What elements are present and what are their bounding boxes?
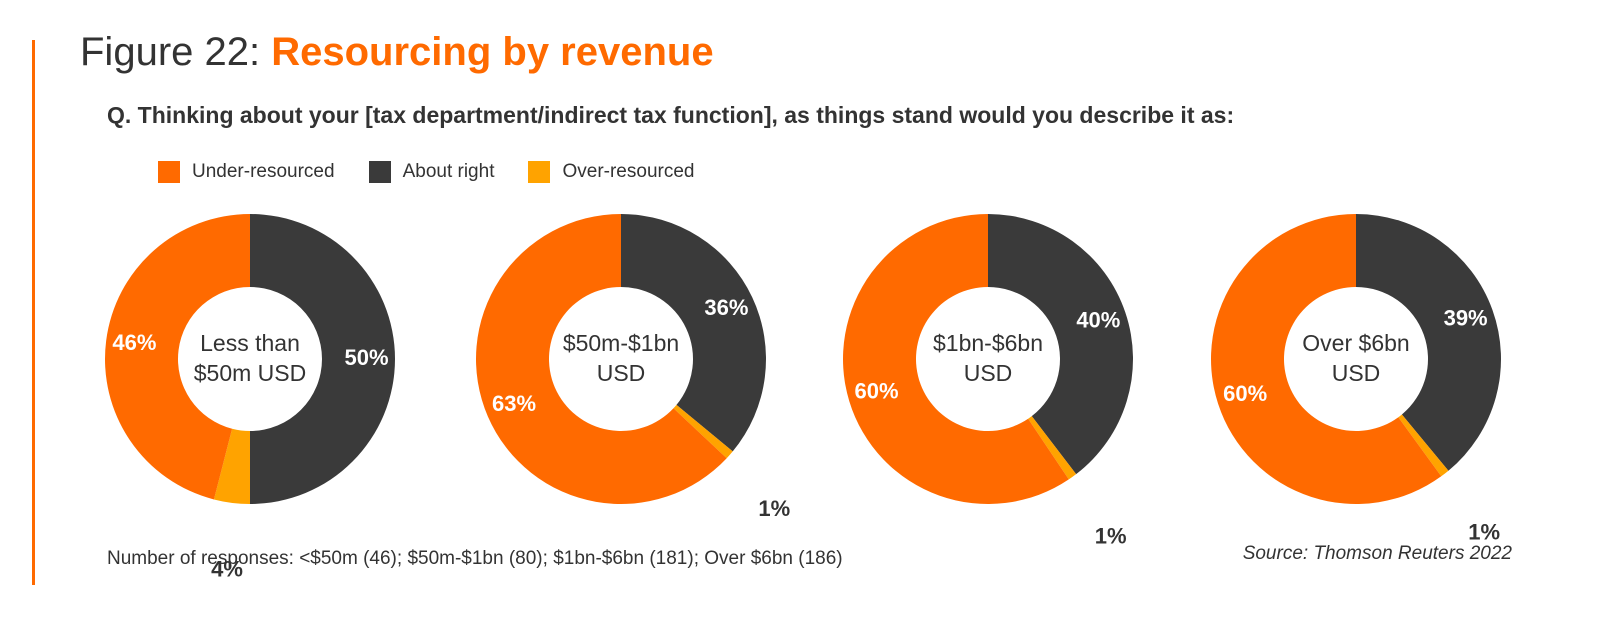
chart-legend: Under-resourced About right Over-resourc… — [158, 161, 728, 183]
donut-4-center-label-line-1: Over $6bn — [1302, 330, 1409, 356]
survey-question: Q. Thinking about your [tax department/i… — [107, 102, 1235, 128]
donut-2-label-under-resourced: 63% — [492, 391, 536, 416]
donut-4-slice-over-resourced — [1398, 414, 1449, 477]
donut-1-slice-over-resourced — [213, 428, 250, 504]
responses-footnote: Number of responses: <$50m (46); $50m-$1… — [107, 548, 843, 569]
figure-title-prefix: Figure 22: — [80, 30, 261, 74]
donut-3-slice-about-right — [988, 214, 1134, 475]
donut-1-center-label-line-2: $50m USD — [194, 360, 306, 386]
donut-1-label-over-resourced: 4% — [211, 556, 243, 581]
figure-title: Figure 22: Resourcing by revenue — [80, 26, 714, 78]
donut-4-label-over-resourced: 1% — [1468, 519, 1500, 544]
legend-swatch-about-right — [368, 161, 391, 183]
donut-4-slice-about-right — [1356, 214, 1501, 471]
donut-2-center-label-line-2: USD — [597, 360, 646, 386]
donut-3-label-under-resourced: 60% — [855, 379, 899, 404]
source-note: Source: Thomson Reuters 2022 — [1242, 543, 1512, 564]
donut-4-label-about-right: 39% — [1444, 305, 1488, 330]
donut-3-slice-over-resourced — [1028, 416, 1077, 480]
legend-item-over-resourced: Over-resourced — [528, 161, 694, 183]
accent-bar — [32, 40, 35, 585]
donut-2-slice-under-resourced — [476, 214, 727, 505]
legend-swatch-over-resourced — [528, 161, 551, 183]
donut-2-label-over-resourced: 1% — [758, 496, 790, 521]
donut-1-slice-under-resourced — [104, 214, 250, 500]
donut-4-slice-under-resourced — [1210, 214, 1442, 505]
donut-chart-1: 50% 4% 46% Less than $50m USD — [104, 214, 395, 581]
donut-2-slice-over-resourced — [673, 404, 733, 459]
donut-3-label-about-right: 40% — [1076, 307, 1120, 332]
donut-4-center-label-line-2: USD — [1332, 360, 1381, 386]
donut-chart-3: 40% 1% 60% $1bn-$6bn USD — [843, 214, 1134, 549]
donut-chart-4: 39% 1% 60% Over $6bn USD — [1210, 214, 1501, 544]
figure-title-main: Resourcing by revenue — [271, 30, 714, 74]
donut-3-center-label-line-2: USD — [964, 360, 1013, 386]
donut-2-slice-about-right — [621, 214, 766, 452]
legend-swatch-under-resourced — [158, 161, 180, 183]
legend-label-over-resourced: Over-resourced — [562, 161, 695, 182]
donut-1-label-about-right: 50% — [344, 345, 388, 370]
donut-2-label-about-right: 36% — [704, 295, 748, 320]
legend-label-under-resourced: Under-resourced — [192, 161, 335, 182]
donut-1-center-label-line-1: Less than — [200, 330, 300, 356]
legend-item-under-resourced: Under-resourced — [158, 161, 335, 183]
legend-item-about-right: About right — [368, 161, 495, 183]
donut-4-label-under-resourced: 60% — [1223, 381, 1267, 406]
donut-3-label-over-resourced: 1% — [1095, 524, 1127, 549]
legend-label-about-right: About right — [402, 161, 495, 182]
donut-1-slice-about-right — [250, 214, 395, 504]
donut-2-center-label-line-1: $50m-$1bn — [563, 330, 679, 356]
donut-3-slice-under-resourced — [843, 214, 1069, 504]
donut-chart-2: 36% 1% 63% $50m-$1bn USD — [476, 214, 790, 521]
donut-3-center-label-line-1: $1bn-$6bn — [933, 330, 1043, 356]
donut-1-label-under-resourced: 46% — [112, 330, 156, 355]
